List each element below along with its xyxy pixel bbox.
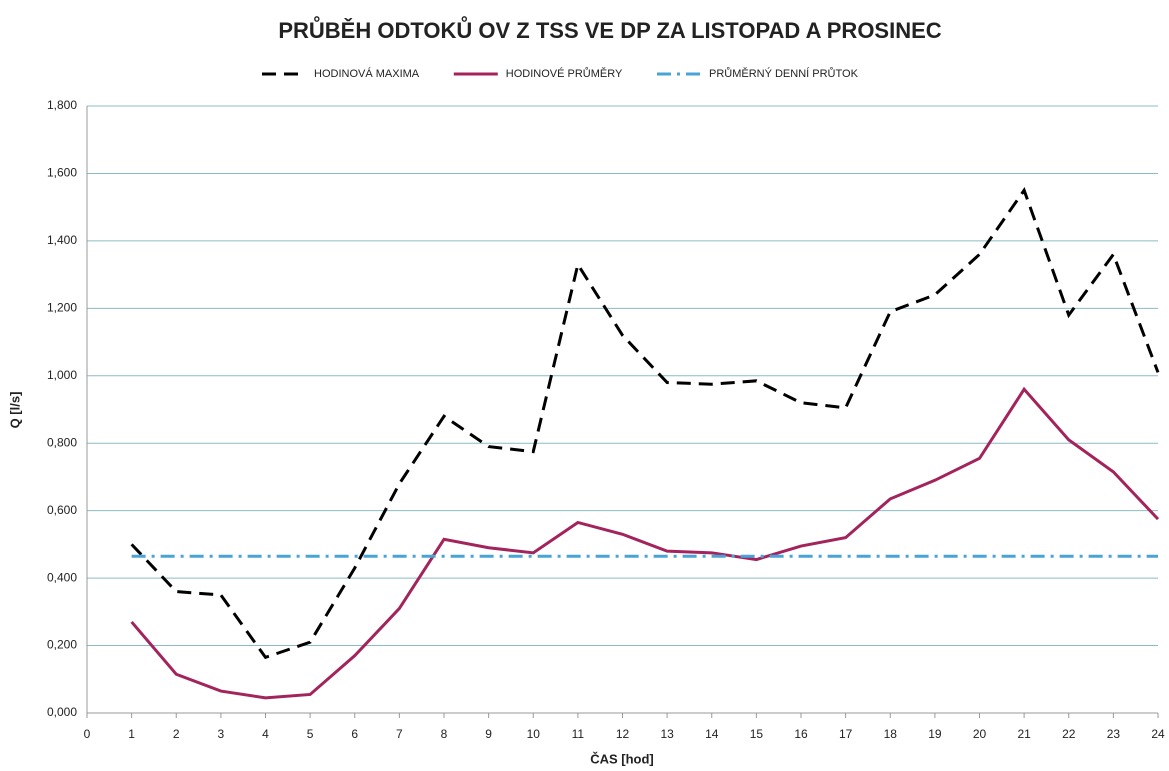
y-axis-title: Q [l/s] [7, 392, 22, 429]
y-tick-label: 1,800 [47, 98, 77, 112]
chart-title: PRŮBĚH ODTOKŮ OV Z TSS VE DP ZA LISTOPAD… [278, 15, 941, 43]
x-tick-label: 5 [307, 727, 314, 741]
x-tick-label: 8 [441, 727, 448, 741]
y-tick-label: 1,600 [47, 166, 77, 180]
x-tick-label: 17 [839, 727, 853, 741]
x-tick-label: 20 [973, 727, 987, 741]
y-tick-label: 0,400 [47, 570, 77, 584]
x-tick-label: 23 [1107, 727, 1121, 741]
x-tick-label: 15 [750, 727, 764, 741]
x-tick-label: 24 [1151, 727, 1165, 741]
x-tick-label: 10 [527, 727, 541, 741]
y-tick-label: 1,000 [47, 368, 77, 382]
x-tick-label: 12 [616, 727, 630, 741]
x-tick-label: 13 [660, 727, 674, 741]
y-tick-label: 0,800 [47, 435, 77, 449]
x-tick-label: 14 [705, 727, 719, 741]
x-tick-label: 18 [884, 727, 898, 741]
x-tick-label: 9 [485, 727, 492, 741]
data-line [130, 187, 1160, 660]
y-tick-label: 1,400 [47, 233, 77, 247]
legend-label: PRŮMĚRNÝ DENNÍ PRŮTOK [709, 67, 859, 80]
y-tick-label: 1,200 [47, 301, 77, 315]
x-tick-label: 22 [1062, 727, 1076, 741]
x-tick-label: 19 [928, 727, 942, 741]
x-tick-label: 6 [351, 727, 358, 741]
y-tick-label: 0,000 [47, 705, 77, 719]
x-tick-label: 4 [262, 727, 269, 741]
x-tick-label: 3 [218, 727, 225, 741]
x-tick-label: 16 [794, 727, 808, 741]
y-tick-label: 0,600 [47, 503, 77, 517]
x-tick-label: 7 [396, 727, 403, 741]
x-tick-label: 21 [1017, 727, 1031, 741]
x-tick-label: 0 [84, 727, 91, 741]
y-tick-label: 0,200 [47, 638, 77, 652]
data-line [130, 386, 1160, 700]
legend-label: HODINOVÁ MAXIMA [314, 67, 420, 80]
x-axis-title: ČAS [hod] [590, 751, 654, 766]
x-tick-label: 11 [572, 727, 585, 741]
legend-label: HODINOVÉ PRŮMĚRY [506, 67, 623, 80]
x-tick-label: 1 [128, 727, 135, 741]
x-tick-label: 2 [173, 727, 180, 741]
